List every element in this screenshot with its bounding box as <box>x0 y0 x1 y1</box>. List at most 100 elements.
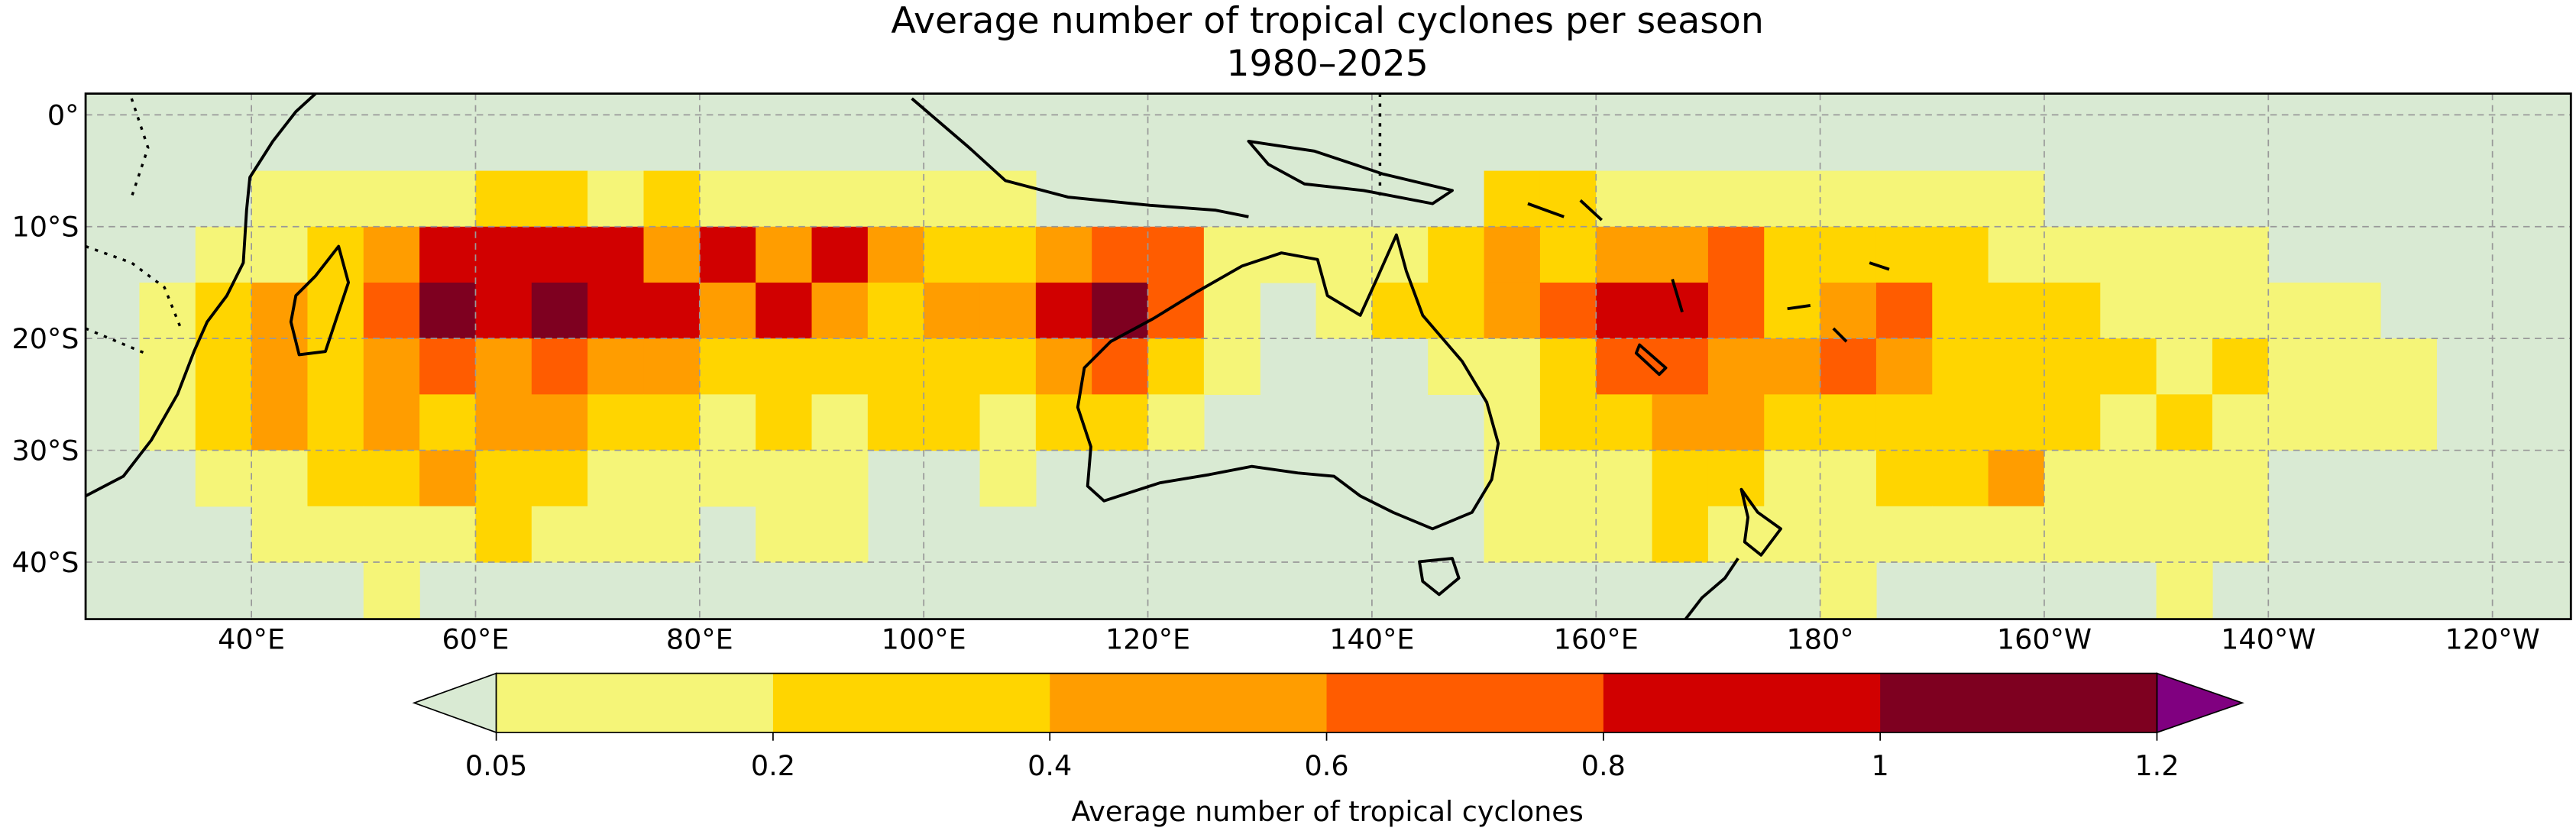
coast-africa <box>86 93 317 498</box>
cell <box>1484 450 1541 507</box>
colorbar-segment <box>772 673 1050 732</box>
cell <box>475 282 532 339</box>
cell <box>587 338 645 396</box>
y-tick-label: 30°S <box>11 434 79 467</box>
cell <box>1988 170 2045 228</box>
cell <box>531 282 588 339</box>
cell <box>1652 226 1709 283</box>
cell <box>195 450 252 507</box>
y-tick-label: 10°S <box>11 211 79 244</box>
cell <box>2212 282 2269 339</box>
cell <box>1371 282 1429 339</box>
cell <box>2324 338 2381 396</box>
cell <box>2044 226 2101 283</box>
cell <box>979 450 1037 507</box>
colorbar: 0.05 0.2 0.4 0.6 0.8 1 1.2 <box>412 672 2244 782</box>
cell <box>1932 506 1989 563</box>
cell <box>2100 282 2157 339</box>
cell <box>531 506 588 563</box>
cell <box>643 394 701 451</box>
cell <box>2044 394 2101 451</box>
coast-new-guinea <box>1247 139 1454 205</box>
cell <box>924 338 981 396</box>
cell <box>1092 282 1149 339</box>
cell <box>979 394 1037 451</box>
cell <box>811 450 869 507</box>
cell <box>756 170 813 228</box>
cell <box>1652 506 1709 563</box>
colorbar-tick-label: 0.2 <box>751 749 795 782</box>
cell <box>2380 394 2437 451</box>
cell <box>251 506 309 563</box>
axis-layer: 40°E 60°E 80°E 100°E 120°E 140°E 160°E 180° 160°… <box>11 99 2539 655</box>
cell <box>363 506 420 563</box>
cell <box>1035 338 1092 396</box>
cell <box>1707 394 1765 451</box>
cell <box>531 450 588 507</box>
cell <box>1707 226 1765 283</box>
cell <box>979 338 1037 396</box>
cell <box>587 170 645 228</box>
colorbar-segment <box>1050 673 1328 732</box>
cell <box>2044 282 2101 339</box>
cell <box>419 282 477 339</box>
cell <box>1932 226 1989 283</box>
cell <box>1203 338 1260 396</box>
cell <box>1932 282 1989 339</box>
coast-new-caledonia <box>1634 343 1668 377</box>
cell <box>643 506 701 563</box>
cell <box>1820 282 1877 339</box>
cell <box>307 170 364 228</box>
cell <box>1764 394 1821 451</box>
cell <box>1820 561 1877 619</box>
cell <box>1539 170 1597 228</box>
cell <box>419 226 477 283</box>
cell <box>1596 450 1653 507</box>
cell <box>1764 338 1821 396</box>
cell-layer <box>139 170 2437 619</box>
cell <box>475 450 532 507</box>
cell <box>643 170 701 228</box>
cell <box>756 282 813 339</box>
x-tick-label: 100°E <box>882 622 966 655</box>
cell <box>2044 450 2101 507</box>
cell <box>587 226 645 283</box>
colorbar-tick-label: 0.6 <box>1304 749 1348 782</box>
cell <box>2044 338 2101 396</box>
colorbar-tick-label: 0.4 <box>1027 749 1072 782</box>
cell <box>1932 170 1989 228</box>
x-tick-label: 60°E <box>442 622 510 655</box>
cell <box>419 394 477 451</box>
cell <box>1764 226 1821 283</box>
cell <box>811 506 869 563</box>
cell <box>307 506 364 563</box>
cell <box>699 170 756 228</box>
cell <box>1875 450 1933 507</box>
cell <box>1484 338 1541 396</box>
border-lines <box>86 93 1382 354</box>
cell <box>2156 450 2213 507</box>
grid-layer <box>86 93 2571 619</box>
cell <box>363 226 420 283</box>
cell <box>2212 394 2269 451</box>
cell <box>475 394 532 451</box>
cell <box>1092 338 1149 396</box>
cell <box>811 338 869 396</box>
colorbar-tick-label: 0.05 <box>465 749 527 782</box>
cell <box>1707 506 1765 563</box>
cell <box>475 170 532 228</box>
cell <box>419 450 477 507</box>
x-tick-label: 40°E <box>218 622 285 655</box>
cell <box>756 394 813 451</box>
coastlines <box>86 93 1890 619</box>
cell <box>531 226 588 283</box>
y-tick-label: 0° <box>47 99 79 131</box>
cell <box>924 394 981 451</box>
cell <box>1428 282 1485 339</box>
coast-new-zealand-north <box>1739 487 1782 557</box>
cell <box>2100 226 2157 283</box>
cell <box>251 394 309 451</box>
cell <box>1707 282 1765 339</box>
cell <box>587 282 645 339</box>
cell <box>867 170 924 228</box>
